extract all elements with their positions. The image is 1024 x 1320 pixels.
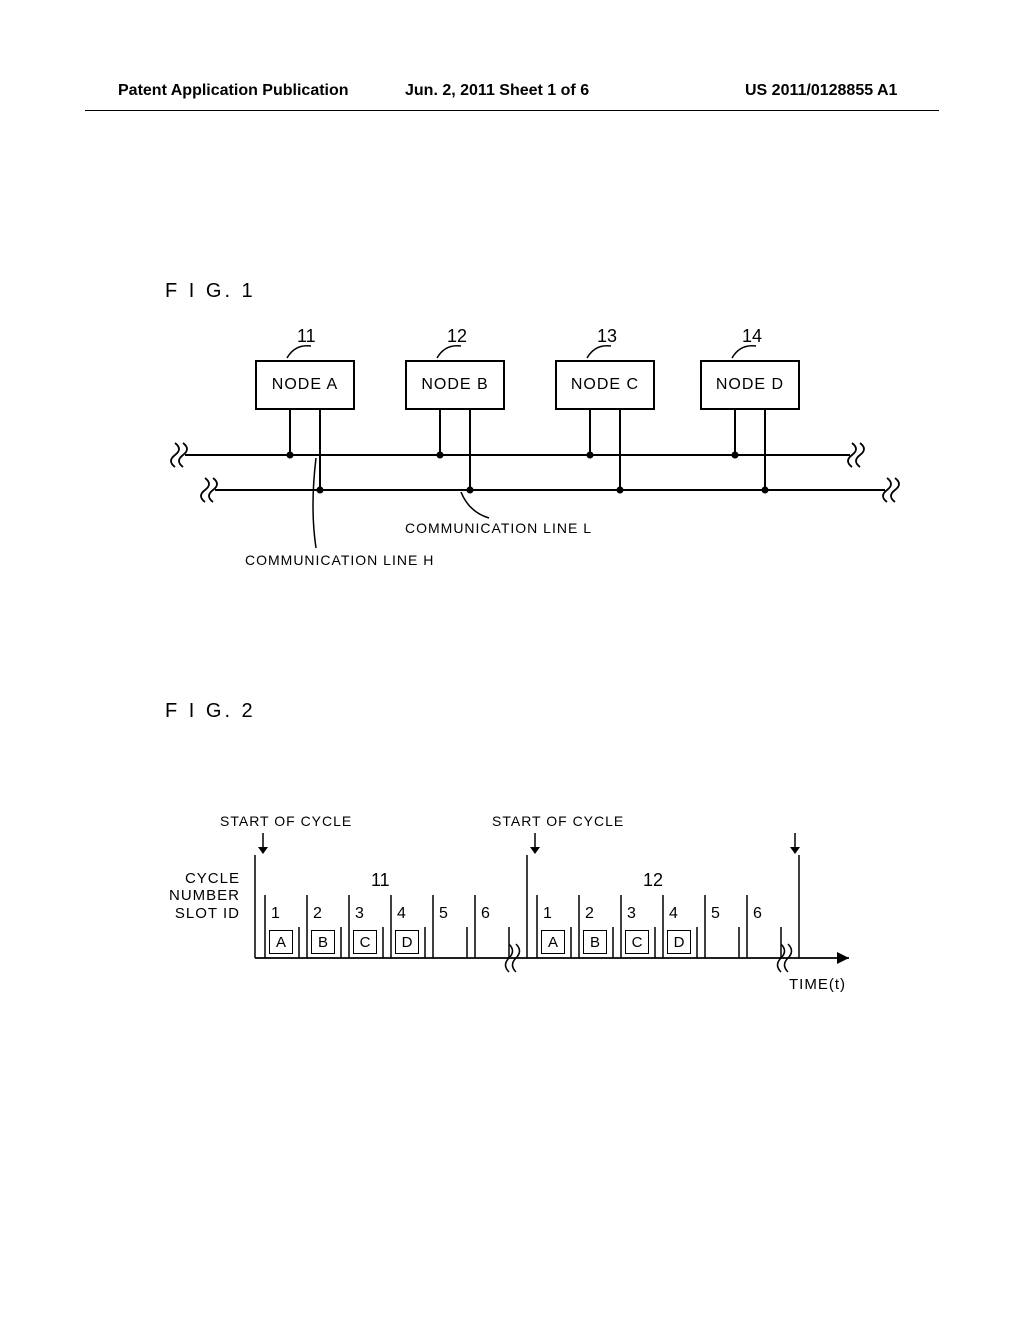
node-box: NODE B [405,360,505,410]
start-of-cycle-label: START OF CYCLE [492,813,624,829]
slot-number: 6 [481,905,490,923]
slot-number: 1 [543,905,552,923]
pub-number: US 2011/0128855 A1 [745,82,897,100]
slot-data-box: D [667,930,691,954]
slot-number: 3 [355,905,364,923]
slot-data-box: B [311,930,335,954]
cycle-number: 11 [371,870,390,891]
start-of-cycle-label: START OF CYCLE [220,813,352,829]
slot-data-box: C [353,930,377,954]
slot-data-box: A [269,930,293,954]
fig2-label: F I G. 2 [165,700,256,723]
date-sheet: Jun. 2, 2011 Sheet 1 of 6 [405,82,589,100]
slot-data-box: A [541,930,565,954]
pub-label: Patent Application Publication [118,82,349,100]
slot-number: 4 [669,905,678,923]
slot-number: 2 [313,905,322,923]
slot-data-box: C [625,930,649,954]
fig1-label: F I G. 1 [165,280,256,303]
page-header: Patent Application Publication Jun. 2, 2… [0,82,1024,108]
node-box: NODE D [700,360,800,410]
header-rule [85,110,939,111]
slot-number: 1 [271,905,280,923]
time-axis-label: TIME(t) [789,976,846,993]
node-box: NODE C [555,360,655,410]
slot-number: 3 [627,905,636,923]
comm-line-h-label: COMMUNICATION LINE H [245,552,434,568]
slot-number: 6 [753,905,762,923]
slot-data-box: B [583,930,607,954]
slot-number: 2 [585,905,594,923]
cycle-number: 12 [643,870,663,891]
slot-number: 5 [711,905,720,923]
node-box: NODE A [255,360,355,410]
comm-line-l-label: COMMUNICATION LINE L [405,520,592,536]
cycle-number-label: CYCLE NUMBER [110,870,240,904]
slot-id-label: SLOT ID [110,905,240,922]
slot-number: 4 [397,905,406,923]
slot-data-box: D [395,930,419,954]
slot-number: 5 [439,905,448,923]
